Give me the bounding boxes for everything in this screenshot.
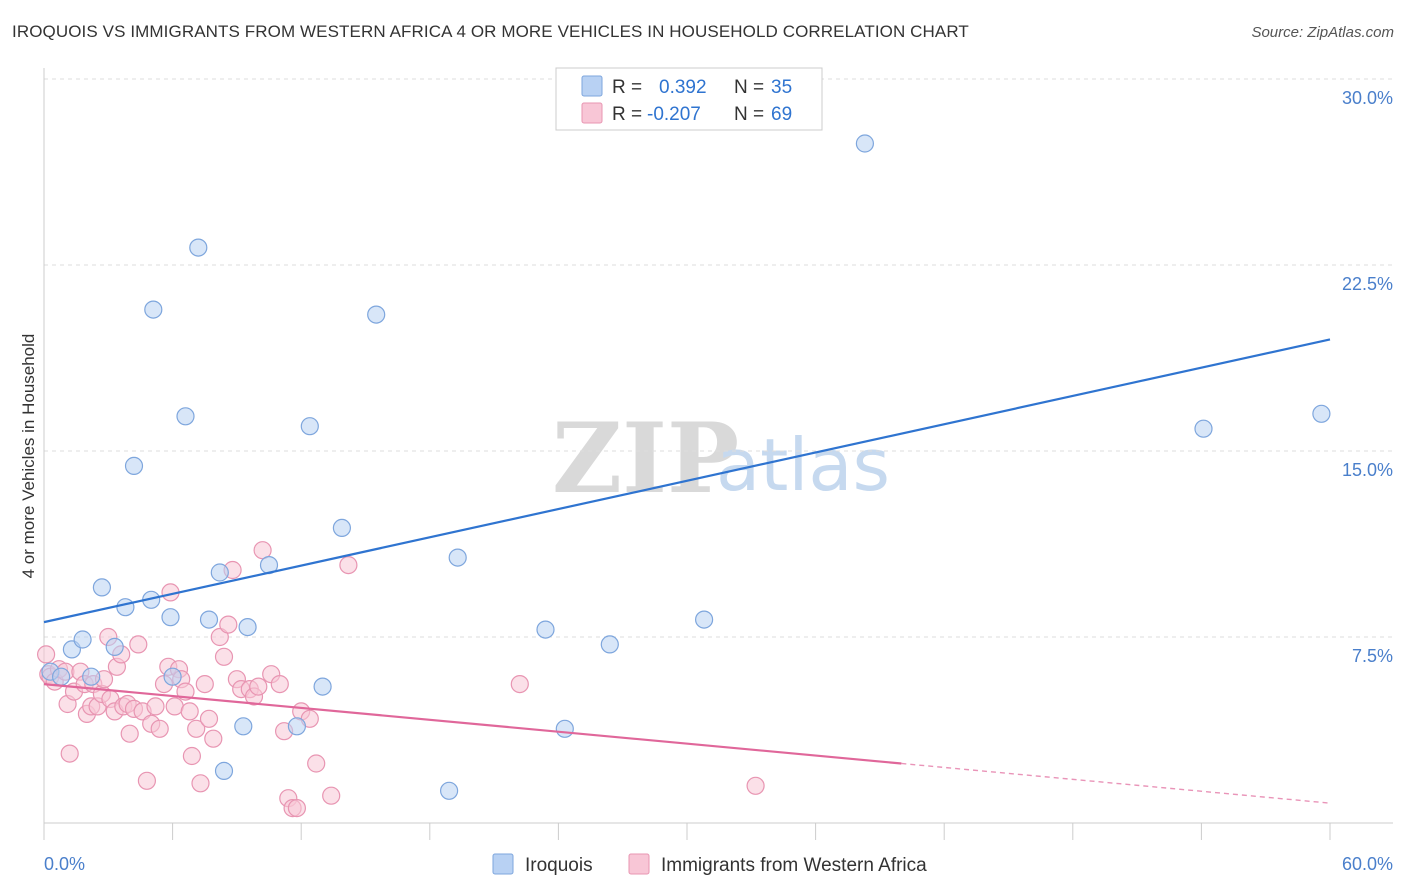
iroquois-point (116, 598, 135, 617)
iroquois-point (51, 667, 71, 686)
iroquois-point (82, 667, 101, 686)
immigrants-point (510, 674, 529, 694)
stats-legend: R = 0.392 N = 35 R = -0.207 N = 69 (555, 67, 823, 131)
y-tick-label: 7.5% (1352, 646, 1393, 666)
legend-n-label: N = (734, 104, 764, 125)
legend-n-label: N = (734, 77, 764, 98)
iroquois-point (73, 630, 92, 649)
iroquois-point (1194, 419, 1213, 438)
iroquois-point (105, 637, 124, 657)
immigrants-point (746, 776, 765, 795)
iroquois-point (694, 610, 714, 629)
immigrants-point (137, 771, 156, 790)
y-axis-label: 4 or more Vehicles in Household (19, 334, 38, 579)
immigrants-point (199, 709, 219, 728)
iroquois-point (214, 761, 234, 781)
legend-swatch-iroquois (581, 75, 603, 97)
iroquois-trend-line (43, 338, 1331, 624)
x-tick-label: 60.0% (1342, 854, 1393, 874)
bottom-legend-swatch-immigrants (628, 853, 650, 875)
immigrants-point (180, 702, 199, 721)
immigrants-point (219, 615, 238, 634)
iroquois-point (855, 134, 875, 153)
legend-r-value: 0.392 (659, 77, 707, 98)
trend-lines (43, 338, 1331, 804)
immigrants-point (150, 719, 169, 738)
iroquois-point (189, 238, 208, 257)
immigrants-point (204, 729, 223, 748)
immigrants-point (191, 774, 210, 793)
iroquois-point (367, 305, 386, 324)
immigrants-point (270, 674, 289, 694)
iroquois-point (300, 417, 319, 436)
legend-n-value: 69 (771, 104, 792, 125)
iroquois-point (144, 300, 163, 319)
iroquois-point (1312, 404, 1331, 423)
iroquois-point (163, 667, 182, 686)
immigrants-point (249, 677, 268, 696)
immigrants-point (307, 754, 326, 773)
iroquois-point (234, 717, 253, 736)
axes (43, 68, 1393, 824)
immigrants-point (129, 635, 148, 654)
iroquois-point (287, 717, 306, 736)
source-label: Source: ZipAtlas.com (1251, 24, 1394, 41)
iroquois-point (313, 677, 332, 696)
x-tick-labels: 0.0% 60.0% (44, 854, 1393, 874)
immigrants-trend-line (43, 683, 902, 765)
y-tick-labels: 7.5% 15.0% 22.5% 30.0% (1342, 88, 1393, 666)
iroquois-point (555, 719, 574, 738)
immigrants-point (322, 786, 341, 805)
iroquois-point (440, 781, 459, 800)
legend-n-value: 35 (771, 77, 792, 98)
immigrants-point (187, 719, 206, 738)
bottom-legend-label-immigrants: Immigrants from Western Africa (661, 855, 927, 876)
iroquois-point (199, 610, 219, 629)
iroquois-point (536, 620, 555, 639)
immigrants-point (36, 645, 56, 664)
immigrants-point (214, 647, 234, 666)
legend-swatch-immigrants (581, 102, 603, 124)
legend-r-label: R = (612, 77, 642, 98)
iroquois-point (238, 617, 257, 637)
y-tick-label: 15.0% (1342, 460, 1393, 480)
watermark-atlas: atlas (716, 423, 890, 507)
series-legend: Iroquois Immigrants from Western Africa (492, 853, 927, 876)
legend-r-label: R = (612, 104, 642, 125)
immigrants-point (195, 674, 214, 694)
immigrants-point (210, 627, 229, 647)
iroquois-point (124, 456, 144, 475)
watermark: ZIP atlas (552, 402, 890, 515)
y-tick-label: 22.5% (1342, 274, 1393, 294)
immigrants-point (287, 798, 306, 818)
chart-title: IROQUOIS VS IMMIGRANTS FROM WESTERN AFRI… (12, 22, 969, 41)
immigrants-point (120, 724, 139, 743)
immigrants-point (339, 555, 358, 575)
x-tick-label: 0.0% (44, 854, 85, 874)
iroquois-point (600, 635, 619, 654)
iroquois-point (210, 563, 229, 582)
iroquois-point (448, 548, 467, 567)
watermark-zip: ZIP (552, 402, 739, 515)
iroquois-point (161, 608, 180, 627)
bottom-legend-label-iroquois: Iroquois (525, 855, 593, 876)
bottom-legend-swatch-iroquois (492, 853, 514, 875)
y-tick-label: 30.0% (1342, 88, 1393, 108)
immigrants-point (182, 746, 201, 766)
immigrants-point (60, 744, 79, 763)
immigrants-trend-line-extension (901, 762, 1331, 804)
scatter-points (36, 134, 1331, 818)
iroquois-point (92, 578, 112, 597)
iroquois-point (176, 407, 195, 426)
legend-r-value: -0.207 (647, 104, 701, 125)
immigrants-point (146, 697, 165, 716)
iroquois-point (332, 518, 351, 538)
